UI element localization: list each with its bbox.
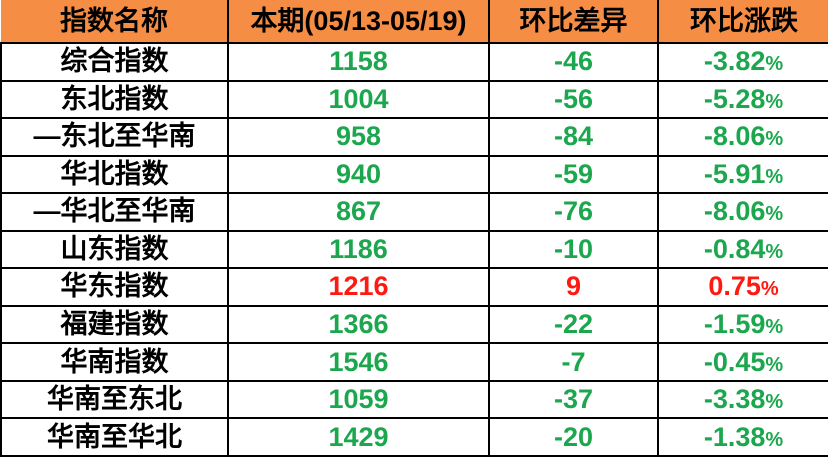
mom-change-number: -5.28 — [703, 83, 766, 114]
index-name-cell: —华北至华南 — [0, 192, 229, 232]
index-name-cell: —东北至华南 — [0, 117, 229, 157]
mom-change-number: 0.75 — [708, 271, 761, 302]
table-row: 综合指数 1158 -46 -3.82% — [0, 42, 828, 82]
current-period-value-cell: 1216 — [227, 267, 490, 307]
percent-sign: % — [765, 203, 784, 226]
mom-change-number: -5.91 — [703, 158, 766, 189]
table-row: 福建指数 1366 -22 -1.59% — [0, 304, 828, 345]
current-period-value-cell: 867 — [227, 192, 490, 232]
mom-diff-cell: -37 — [488, 379, 659, 420]
mom-change-number: -0.45 — [703, 346, 766, 377]
percent-sign: % — [765, 353, 784, 376]
mom-change-cell: 0.75% — [657, 267, 828, 307]
mom-diff-cell: -10 — [488, 229, 659, 270]
index-name-cell: 华东指数 — [0, 267, 229, 307]
column-header-current-period: 本期(05/13-05/19) — [227, 0, 490, 44]
mom-diff-cell: -22 — [488, 304, 659, 345]
percent-sign: % — [765, 90, 784, 113]
table-row: 华南至东北 1059 -37 -3.38% — [0, 379, 828, 420]
column-header-mom-change: 环比涨跌 — [657, 0, 828, 44]
mom-change-number: -1.59 — [703, 308, 766, 339]
current-period-value-cell: 958 — [227, 117, 490, 157]
mom-diff-cell: 9 — [488, 267, 659, 307]
current-period-value-cell: 1429 — [227, 417, 490, 457]
mom-change-cell: -5.28% — [657, 79, 828, 120]
mom-change-cell: -3.38% — [657, 379, 828, 420]
current-period-value-cell: 1186 — [227, 229, 490, 270]
mom-change-cell: -1.38% — [657, 417, 828, 457]
table-body: 综合指数 1158 -46 -3.82% 东北指数 1004 -56 -5.28% —东北至华南… — [0, 42, 828, 457]
percent-sign: % — [765, 165, 784, 188]
current-period-value-cell: 1366 — [227, 304, 490, 345]
table-row: 华东指数 1216 9 0.75% — [0, 267, 828, 307]
mom-change-cell: -0.45% — [657, 342, 828, 382]
percent-sign: % — [765, 128, 784, 151]
index-name-cell: 福建指数 — [0, 304, 229, 345]
mom-diff-cell: -56 — [488, 79, 659, 120]
column-header-mom-diff: 环比差异 — [488, 0, 659, 44]
percent-sign: % — [760, 278, 779, 301]
column-header-index-name: 指数名称 — [1, 0, 229, 44]
percent-sign: % — [765, 391, 784, 414]
percent-sign: % — [765, 53, 784, 76]
table-row: 华北指数 940 -59 -5.91% — [0, 154, 828, 195]
percent-sign: % — [765, 315, 784, 338]
table-row: —东北至华南 958 -84 -8.06% — [0, 117, 828, 157]
table-header: 指数名称 本期(05/13-05/19) 环比差异 环比涨跌 — [1, 0, 828, 44]
index-name-cell: 山东指数 — [0, 229, 229, 270]
mom-diff-cell: -46 — [488, 42, 659, 82]
mom-change-cell: -3.82% — [657, 42, 828, 82]
mom-change-cell: -5.91% — [657, 154, 828, 195]
mom-change-number: -8.06 — [703, 196, 766, 227]
index-name-cell: 华南至华北 — [0, 417, 229, 457]
current-period-value-cell: 1546 — [227, 342, 490, 382]
table-row: 华南至华北 1429 -20 -1.38% — [0, 417, 828, 457]
mom-change-cell: -0.84% — [657, 229, 828, 270]
mom-change-number: -1.38 — [703, 421, 766, 452]
mom-change-cell: -1.59% — [657, 304, 828, 345]
mom-change-number: -3.38 — [703, 384, 766, 415]
mom-change-number: -3.82 — [703, 46, 766, 77]
header-row: 指数名称 本期(05/13-05/19) 环比差异 环比涨跌 — [1, 0, 828, 44]
mom-diff-cell: -84 — [488, 117, 659, 157]
mom-diff-cell: -20 — [488, 417, 659, 457]
index-name-cell: 东北指数 — [0, 79, 229, 120]
current-period-value-cell: 1059 — [227, 379, 490, 420]
current-period-value-cell: 940 — [227, 154, 490, 195]
table-row: —华北至华南 867 -76 -8.06% — [0, 192, 828, 232]
table-row: 华南指数 1546 -7 -0.45% — [0, 342, 828, 382]
mom-change-number: -8.06 — [703, 121, 766, 152]
index-name-cell: 综合指数 — [0, 42, 229, 82]
table-row: 山东指数 1186 -10 -0.84% — [0, 229, 828, 270]
mom-change-cell: -8.06% — [657, 117, 828, 157]
index-name-cell: 华北指数 — [0, 154, 229, 195]
table-row: 东北指数 1004 -56 -5.28% — [0, 79, 828, 120]
mom-diff-cell: -59 — [488, 154, 659, 195]
mom-diff-cell: -76 — [488, 192, 659, 232]
current-period-value-cell: 1004 — [227, 79, 490, 120]
current-period-value-cell: 1158 — [227, 42, 490, 82]
percent-sign: % — [765, 428, 784, 451]
percent-sign: % — [765, 240, 784, 263]
mom-change-cell: -8.06% — [657, 192, 828, 232]
mom-diff-cell: -7 — [488, 342, 659, 382]
mom-change-number: -0.84 — [703, 233, 766, 264]
index-name-cell: 华南指数 — [0, 342, 229, 382]
index-name-cell: 华南至东北 — [0, 379, 229, 420]
